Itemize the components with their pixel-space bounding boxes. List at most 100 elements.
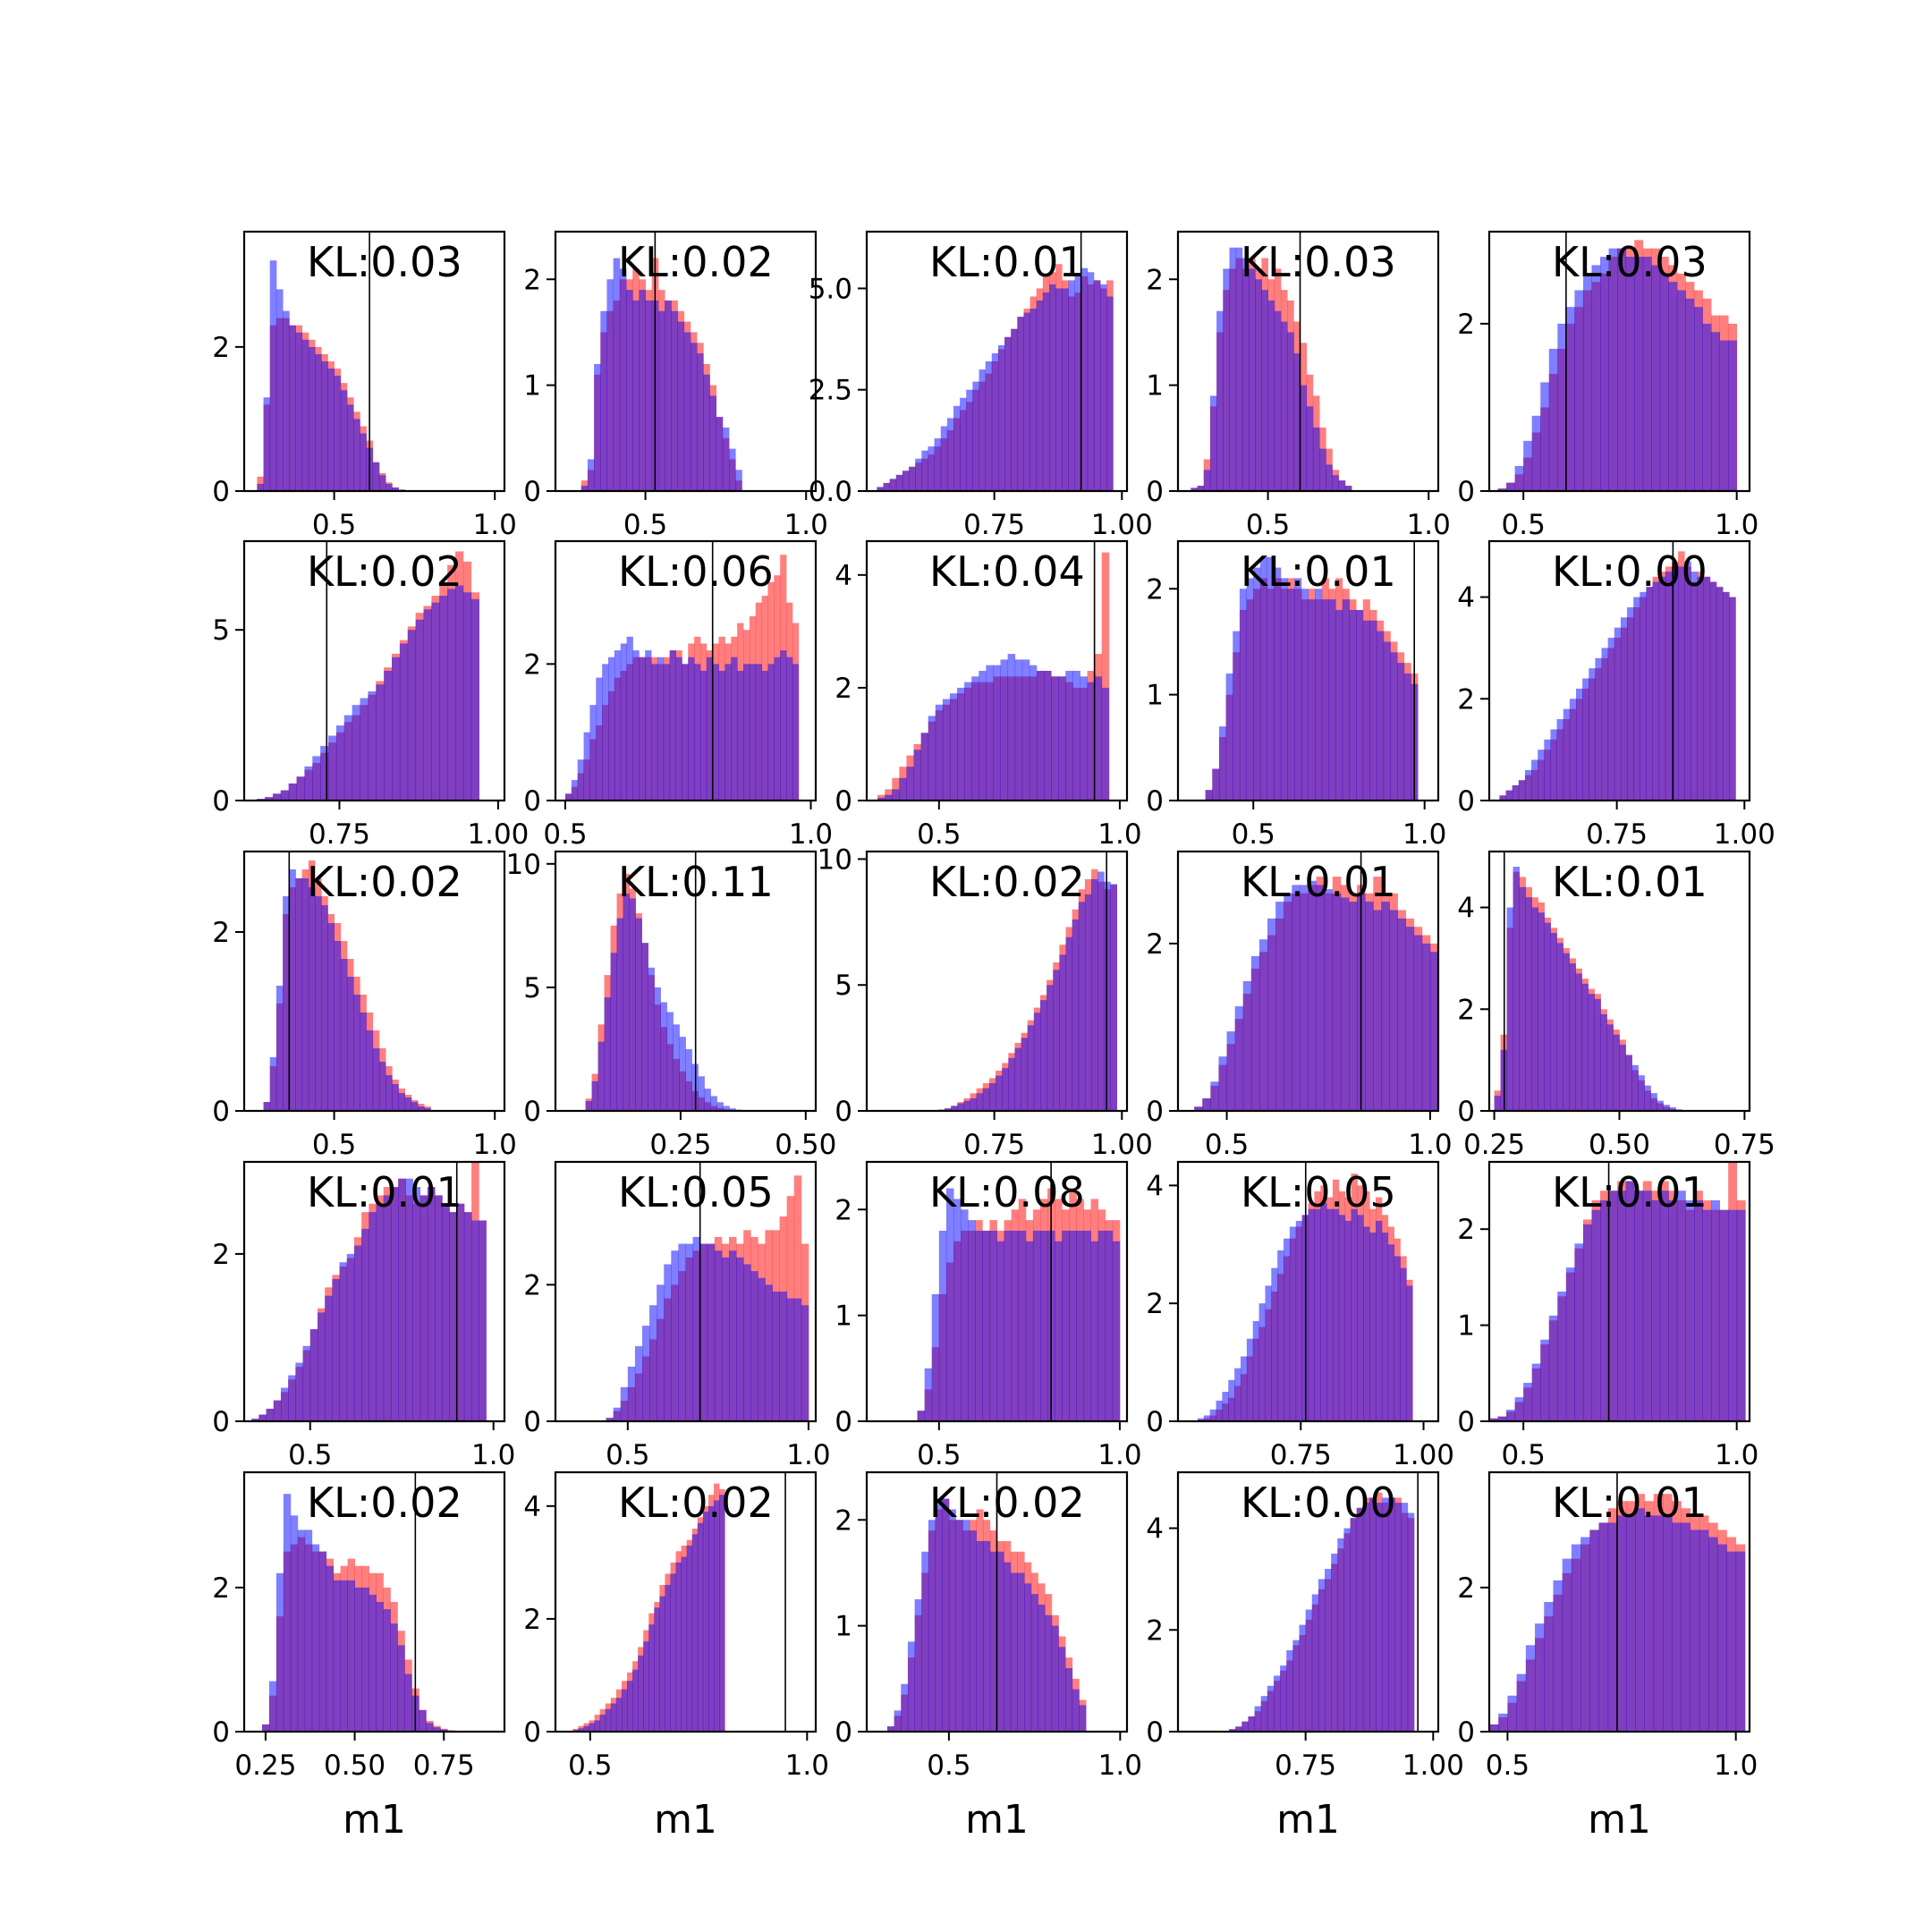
- blue-hist-bar: [1018, 1230, 1027, 1421]
- blue-hist-bar: [295, 878, 303, 1111]
- blue-hist-bar: [361, 1587, 369, 1732]
- blue-hist-bar: [780, 650, 787, 801]
- y-tick-label: 0: [523, 1406, 541, 1438]
- blue-hist-bar: [1373, 910, 1382, 1111]
- blue-hist-bar: [1260, 1696, 1268, 1732]
- blue-hist-bar: [1719, 340, 1729, 491]
- blue-hist-bar: [1210, 1081, 1219, 1111]
- x-tick-label: 0.5: [312, 1129, 356, 1161]
- blue-hist-bar: [964, 682, 972, 801]
- blue-hist-bar: [273, 1400, 282, 1421]
- blue-hist-bar: [620, 643, 628, 801]
- blue-hist-bar: [1004, 1230, 1013, 1421]
- blue-hist-bar: [670, 1573, 676, 1732]
- blue-hist-bar: [1368, 1497, 1377, 1732]
- axes-frame: [865, 850, 1129, 1113]
- blue-hist-bar: [326, 1565, 335, 1732]
- blue-hist-bar: [629, 898, 636, 1111]
- blue-hist-bar: [1514, 1397, 1524, 1421]
- blue-hist-bar: [692, 1236, 701, 1421]
- blue-hist-bar: [1634, 257, 1644, 491]
- blue-hist-bar: [690, 343, 698, 491]
- blue-hist-bar: [886, 1726, 895, 1732]
- y-tick-label: 2: [1457, 1572, 1475, 1605]
- blue-hist-bar: [304, 766, 313, 801]
- histogram-bars: [917, 1188, 1121, 1421]
- blue-hist-bar: [735, 470, 742, 491]
- blue-hist-bar: [706, 657, 714, 801]
- subplot-panel: 0 1 2 0.5 1.0 KL:0.02 m1: [835, 1470, 1142, 1843]
- blue-hist-bar: [1506, 907, 1513, 1111]
- blue-hist-bar: [1216, 310, 1224, 491]
- y-tick-label: 2: [1146, 573, 1164, 606]
- blue-hist-bar: [1693, 307, 1703, 491]
- blue-hist-bar: [945, 1108, 952, 1111]
- blue-hist-bar: [1699, 1530, 1709, 1732]
- blue-hist-bar: [578, 1728, 584, 1732]
- x-axis-label: m1: [1276, 1797, 1340, 1843]
- x-tick-label: 0.75: [413, 1750, 475, 1782]
- blue-hist-bar: [1676, 1191, 1686, 1421]
- blue-hist-bar: [1608, 1191, 1618, 1421]
- blue-hist-bar: [419, 1195, 428, 1421]
- blue-hist-bar: [729, 1108, 736, 1111]
- blue-hist-bar: [702, 1512, 709, 1732]
- blue-hist-bar: [328, 735, 337, 801]
- x-tick-label: 0.5: [917, 1439, 961, 1471]
- axes-frame: [554, 539, 818, 802]
- blue-hist-bar: [376, 1203, 385, 1421]
- blue-hist-bar: [597, 1041, 605, 1111]
- blue-hist-bar: [678, 1243, 686, 1421]
- y-tick-label: 4: [1146, 1170, 1164, 1202]
- blue-hist-bar: [1308, 1208, 1315, 1421]
- blue-hist-bar: [691, 1534, 699, 1732]
- blue-hist-bar: [962, 1520, 970, 1732]
- blue-hist-bar: [1524, 769, 1532, 801]
- subplot-panel: 0 1 2 0.5 1.0 KL:0.03: [1146, 230, 1451, 541]
- blue-hist-bar: [1328, 599, 1336, 801]
- blue-hist-bar: [657, 1284, 665, 1421]
- blue-hist-bar: [714, 1500, 720, 1732]
- x-tick-label: 0.5: [1232, 818, 1275, 851]
- blue-hist-bar: [275, 1572, 284, 1732]
- blue-hist-bar: [412, 1187, 421, 1421]
- blue-hist-bar: [1080, 676, 1088, 801]
- blue-hist-bar: [390, 1623, 398, 1732]
- blue-hist-bar: [645, 300, 653, 491]
- blue-hist-bar: [1646, 587, 1653, 801]
- blue-hist-bar: [1653, 1515, 1664, 1732]
- blue-hist-bar: [1601, 648, 1609, 801]
- x-tick-label: 0.75: [309, 818, 370, 851]
- blue-hist-bar: [372, 462, 380, 491]
- blue-hist-bar: [1505, 790, 1513, 801]
- blue-hist-bar: [657, 310, 665, 491]
- blue-hist-bar: [659, 1596, 665, 1732]
- blue-hist-bar: [1065, 936, 1073, 1111]
- subplot-panel: 0 2 4 0.25 0.50 0.75 KL:0.01: [1457, 850, 1775, 1161]
- histogram-bars: [1194, 877, 1438, 1111]
- blue-hist-bar: [996, 1075, 1003, 1111]
- blue-hist-bar: [1548, 1315, 1558, 1421]
- blue-hist-bar: [1376, 1220, 1383, 1421]
- blue-hist-bar: [892, 789, 900, 801]
- blue-hist-bar: [1523, 440, 1533, 491]
- blue-hist-bar: [1197, 1418, 1205, 1421]
- axes-frame: [865, 539, 1129, 802]
- blue-hist-bar: [1226, 1031, 1236, 1111]
- y-tick-label: 0: [1457, 785, 1475, 818]
- blue-hist-bar: [275, 986, 284, 1111]
- blue-hist-bar: [934, 438, 942, 491]
- blue-hist-bar: [1000, 659, 1009, 801]
- blue-hist-bar: [1489, 1418, 1498, 1421]
- blue-hist-bar: [1218, 726, 1227, 801]
- blue-hist-bar: [399, 643, 409, 801]
- blue-hist-bar: [426, 1723, 434, 1732]
- blue-hist-bar: [671, 1250, 679, 1421]
- blue-hist-bar: [1338, 480, 1346, 491]
- subplot-panel: 0 1 2 0.5 1.0 KL:0.08: [835, 1160, 1142, 1471]
- blue-hist-bar: [714, 1250, 723, 1421]
- subplot-panel: 0 2 0.5 1.0 KL:0.06: [523, 539, 833, 851]
- x-tick-label: 0.25: [1463, 1129, 1525, 1161]
- blue-hist-bar: [894, 1710, 902, 1732]
- blue-hist-bar: [942, 699, 951, 801]
